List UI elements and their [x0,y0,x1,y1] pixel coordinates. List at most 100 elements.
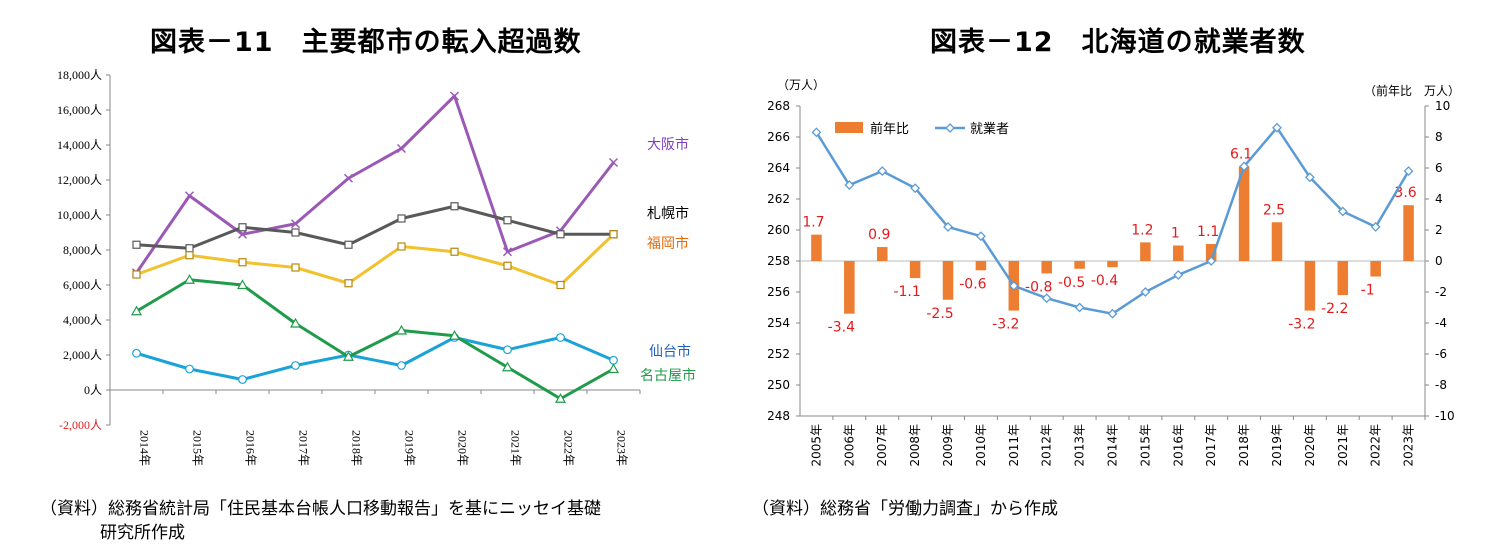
chart1-x-tick-label: 2018年 [350,430,364,466]
chart1-x-tick-label: 2020年 [456,430,470,466]
chart2-right-tick-label: 6 [1435,161,1443,175]
chart2-source: （資料）総務省「労働力調査」から作成 [752,499,1058,519]
chart2-bar [1107,261,1118,268]
chart2-bar-label: 1 [1171,226,1180,242]
chart2-legend-bar-label: 前年比 [870,121,909,137]
chart1-point [503,216,512,225]
chart1-point [344,279,353,288]
chart2-bar-label: -0.4 [1091,273,1118,289]
chart2-bar [1205,243,1217,261]
chart2-right-tick-label: 4 [1435,192,1443,206]
chart1-y-tick-label: 6,000人 [63,278,102,292]
chart1-series-label: 札幌市 [647,205,689,222]
chart1-x-tick-label: 2023年 [615,430,629,466]
chart2-x-tick-label: 2009年 [941,424,955,467]
chart1-series-label: 名古屋市 [640,367,696,384]
chart2-bar [1238,166,1250,261]
chart2-bar-label: 3.6 [1394,185,1416,201]
chart2-right-tick-label: -10 [1435,409,1455,423]
chart2-bar-label: 6.1 [1230,146,1252,162]
chart1-plot: -2,000人 0人 2,000人 4,000人 6,000人 8,000人 10,000人… [57,68,696,466]
chart1-point [395,324,408,335]
chart2-right-tick-label: -4 [1435,316,1447,330]
chart1-y-tick-label: -2,000人 [59,418,102,432]
chart2-bar [876,247,888,261]
chart2-point [1337,206,1348,217]
chart1-point [185,364,194,374]
chart2-left-tick-label: 264 [767,161,790,175]
chart1-point [236,279,249,290]
chart2-right-tick-label: 10 [1435,99,1450,113]
chart1-point [237,229,248,239]
chart1-series-line-4 [135,278,615,401]
chart2-left-tick-label: 250 [767,378,790,392]
chart1-point [449,91,460,101]
chart1-y-tick-label: 12,000人 [57,173,102,187]
chart2-legend-line-marker [945,123,955,133]
chart2-bar-label: 1.2 [1131,222,1153,238]
chart2-right-tick-label: 2 [1435,223,1443,237]
chart1-point [342,351,355,361]
chart2-bar [844,261,855,314]
chart1-point [183,274,196,284]
chart1-point [132,270,141,279]
chart1-source: （資料）総務省統計局「住民基本台帳人口移動報告」を基にニッセイ基礎 [40,499,601,519]
chart2-bar-label: -0.6 [959,276,986,292]
chart2-point [811,127,822,138]
chart1-y-tick-label: 4,000人 [63,313,102,327]
chart1-point [238,258,247,267]
chart1-series-line-3 [136,336,615,381]
chart2-right-tick-label: -8 [1435,378,1447,392]
chart2-bar-label: -1.1 [893,284,920,300]
chart2-bar [1403,205,1414,261]
chart2-point [943,221,953,232]
chart2-right-tick-label: 8 [1435,130,1443,144]
chart2-bar [811,234,822,261]
chart2-point [976,231,986,242]
chart2-left-axis-label: （万人） [777,78,825,92]
chart1-x-tick-label: 2015年 [191,430,205,466]
chart2-plot: 248250252254256258260262264266268-10-8-6… [767,78,1460,467]
chart1-point [397,242,406,251]
chart2-bar [1271,222,1283,261]
chart1-point [291,361,300,370]
chart2-bar [1041,261,1052,274]
chart2-point [1403,166,1414,177]
chart2-x-tick-label: 2014年 [1106,424,1120,467]
chart1-point [503,261,512,270]
chart2-point [1041,293,1052,304]
chart1-y-tick-label: 8,000人 [63,243,102,257]
chart1-point [291,228,300,237]
chart2-point [1140,287,1151,297]
chart2-bar [975,261,987,271]
chart2-right-axis-label: （前年比 万人） [1364,83,1460,98]
chart2-bar-label: -0.5 [1058,275,1085,291]
chart2-bar [1304,261,1316,311]
chart2-bar [1370,261,1381,277]
chart1-point [344,240,353,249]
chart2-legend-bar-swatch [835,122,863,133]
chart1-point [554,393,567,403]
chart2-left-tick-label: 268 [767,99,790,113]
chart2-bar-label: -0.8 [1025,279,1052,295]
chart2-point [910,183,921,194]
chart2-bar [909,261,921,279]
chart1-point [185,251,194,260]
chart1-y-tick-label: 10,000人 [57,208,102,222]
chart1-source-line2: 研究所作成 [100,523,185,543]
chart2-left-tick-label: 248 [767,409,790,423]
chart2-legend-line-label: 就業者 [970,121,1009,137]
chart2-title: 図表－12 北海道の就業者数 [930,27,1306,58]
chart1-series-label: 仙台市 [649,343,691,360]
chart1-point [556,230,565,239]
chart1-series-line-2 [135,233,615,287]
chart2-bar-label: -2.5 [926,306,953,322]
chart2-x-tick-label: 2016年 [1171,424,1185,467]
chart2-bar [1173,245,1184,261]
chart1-point [290,219,301,229]
chart2-bar-label: -2.2 [1321,301,1348,317]
chart2-left-tick-label: 256 [767,285,790,299]
chart2-x-tick-label: 2010年 [974,424,988,467]
chart2-bar [942,261,954,300]
chart2-legend: 前年比 就業者 [835,121,1009,137]
